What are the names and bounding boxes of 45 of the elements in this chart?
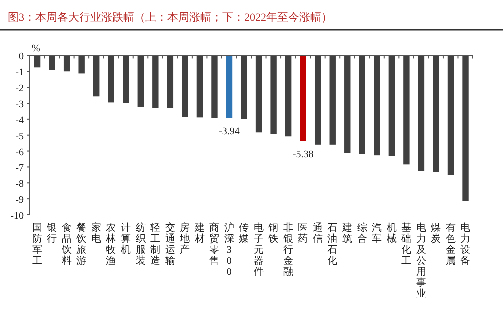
x-tick-label: 机械 — [386, 222, 397, 245]
data-label: -3.94 — [219, 126, 240, 138]
x-tick-label: 电力设备 — [460, 222, 471, 267]
x-tick-label: 电子元器件 — [254, 222, 264, 278]
x-tick-label: 传媒 — [239, 223, 250, 245]
x-tick-label: 农林牧渔 — [105, 223, 116, 267]
y-tick-label: -1 — [16, 68, 24, 79]
x-tick-label: 建材 — [194, 222, 205, 245]
x-tick-label: 钢铁 — [268, 223, 279, 245]
x-tick-label: 交通运输 — [165, 222, 176, 267]
x-tick-label: 基础化工 — [400, 222, 412, 267]
y-tick-label: -6 — [16, 147, 24, 158]
x-tick-label: 国防军工 — [32, 223, 42, 267]
x-tick-label: 房地产 — [179, 222, 190, 256]
y-tick-label: -5 — [16, 131, 24, 142]
y-tick-label: -8 — [16, 179, 24, 190]
y-axis-title: % — [32, 44, 40, 55]
x-tick-label: 轻工制造 — [150, 222, 161, 267]
data-label: -5.38 — [292, 149, 314, 160]
x-tick-label: 煤炭 — [431, 222, 442, 245]
x-tick-label: 医药 — [298, 223, 308, 245]
x-tick-label: 有色金属 — [446, 222, 456, 267]
x-tick-label: 通信 — [312, 222, 323, 245]
x-tick-label: 汽车 — [372, 222, 382, 245]
x-tick-label: 综合 — [357, 222, 368, 245]
x-tick-label: 计算机 — [120, 222, 131, 256]
x-tick-label: 沪深300 — [224, 222, 234, 278]
x-tick-label: 纺织服装 — [136, 222, 146, 267]
y-tick-label: -2 — [16, 84, 24, 95]
x-tick-label: 建筑 — [341, 222, 352, 245]
x-tick-label: 餐饮旅游 — [76, 222, 87, 267]
x-tick-label: 食品饮料 — [60, 222, 72, 267]
title: 图3：本周各大行业涨跌幅（上：本周涨幅；下：2022年至今涨幅） — [8, 12, 332, 24]
y-tick-label: -3 — [16, 99, 24, 110]
x-tick-label: 商贸零售 — [210, 222, 220, 267]
y-tick-label: -4 — [16, 115, 24, 126]
x-tick-label: 家电 — [91, 222, 102, 245]
x-tick-label: 电力及公用事业 — [416, 222, 426, 300]
y-tick-label: 0 — [19, 52, 24, 63]
y-tick-label: -7 — [16, 163, 24, 174]
y-tick-label: -9 — [16, 195, 24, 206]
x-tick-label: 银行 — [46, 223, 58, 245]
x-tick-label: 石油石化 — [328, 223, 338, 267]
x-tick-label: 非银行金融 — [282, 222, 294, 278]
y-tick-label: -10 — [10, 211, 24, 222]
